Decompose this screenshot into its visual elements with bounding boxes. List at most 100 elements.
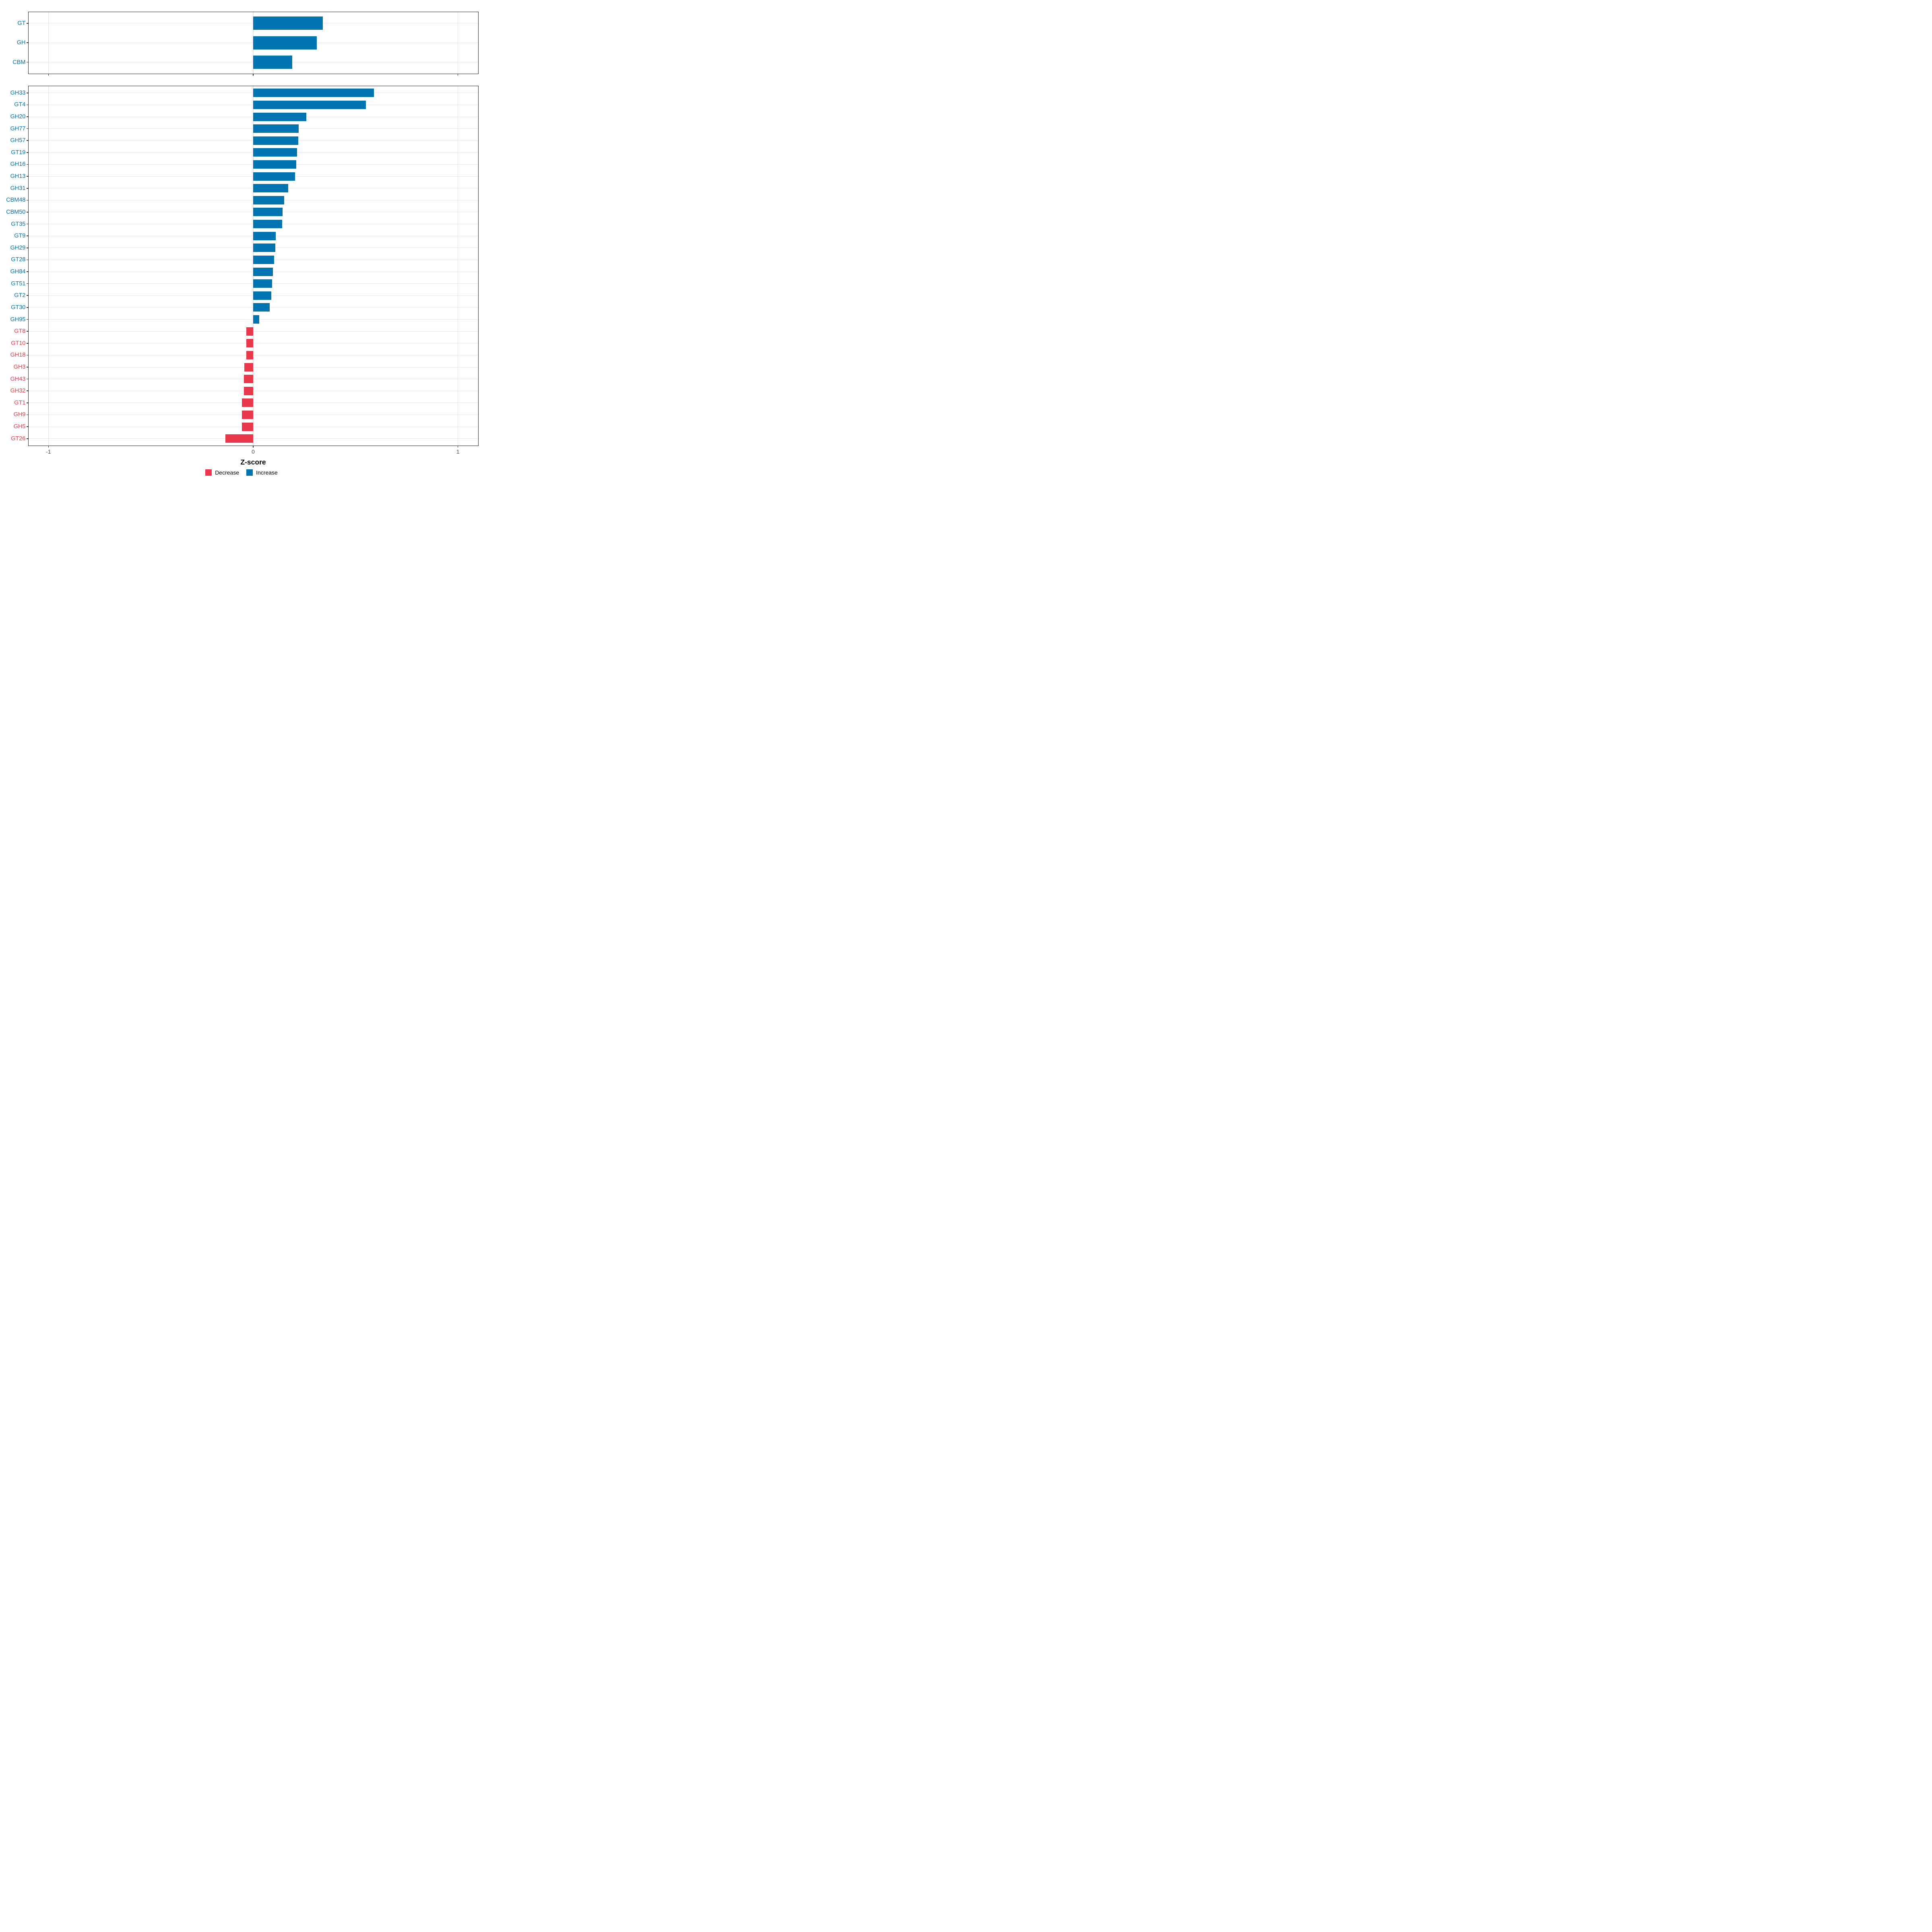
category-label-GH9: GH9 (13, 411, 26, 418)
category-label-CBM: CBM (12, 59, 26, 66)
bar-CBM50 (253, 208, 283, 217)
legend-label: Decrease (215, 469, 239, 476)
bar-GT30 (253, 303, 270, 312)
category-gridline (28, 331, 479, 332)
bar-GH29 (253, 244, 276, 252)
decrease-swatch-icon (205, 469, 212, 476)
category-label-GH31: GH31 (10, 185, 26, 192)
bar-GH77 (253, 124, 299, 133)
category-label-CBM50: CBM50 (6, 208, 26, 215)
x-axis-title: Z-score (240, 458, 266, 466)
category-label-GH33: GH33 (10, 89, 26, 96)
y-axis-tick (26, 42, 28, 43)
category-label-GH32: GH32 (10, 388, 26, 394)
bar-GH5 (242, 422, 253, 431)
y-axis-tick (26, 355, 28, 356)
bar-GH13 (253, 172, 295, 181)
category-label-GH84: GH84 (10, 268, 26, 275)
category-label-GH18: GH18 (10, 352, 26, 359)
bar-GH43 (244, 375, 253, 384)
bar-GH31 (253, 184, 288, 193)
category-label-GH43: GH43 (10, 376, 26, 382)
bar-GT4 (253, 100, 366, 109)
legend: Decrease Increase (0, 468, 483, 477)
bar-GT26 (225, 434, 253, 443)
category-label-GT4: GT4 (14, 101, 26, 108)
bar-GH9 (242, 410, 253, 419)
category-label-GT30: GT30 (11, 304, 26, 311)
bar-GH20 (253, 112, 307, 121)
category-label-GT9: GT9 (14, 232, 26, 239)
category-label-GT8: GT8 (14, 328, 26, 334)
bar-GH (253, 36, 317, 50)
category-label-GT26: GT26 (11, 435, 26, 442)
y-axis-tick (26, 212, 28, 213)
category-label-GH3: GH3 (13, 363, 26, 370)
category-gridline (28, 438, 479, 439)
category-label-GH77: GH77 (10, 125, 26, 132)
y-axis-tick (26, 176, 28, 177)
bar-GH18 (246, 351, 253, 359)
bar-GT9 (253, 231, 276, 240)
bar-GT8 (246, 327, 253, 336)
y-axis-tick (26, 235, 28, 236)
category-label-GH20: GH20 (10, 113, 26, 120)
x-axis-tick (253, 446, 254, 448)
category-label-GH5: GH5 (13, 423, 26, 430)
y-axis-tick (26, 152, 28, 153)
category-label-GH16: GH16 (10, 161, 26, 168)
y-axis-tick (26, 390, 28, 392)
x-axis-tick (48, 446, 49, 448)
y-axis-tick (26, 426, 28, 427)
category-label-GT: GT (17, 20, 26, 27)
bar-chart-figure: GT GH CBM GH33 GT4 GH20 GH77 GH57 GT19 GH16 GH13 GH… (0, 0, 483, 483)
category-label-GH: GH (17, 39, 26, 46)
bar-GT19 (253, 148, 297, 157)
y-axis-tick (26, 438, 28, 439)
category-label-GT1: GT1 (14, 399, 26, 406)
y-axis-tick (26, 331, 28, 332)
bar-GH32 (244, 386, 253, 395)
y-axis-tick (26, 283, 28, 284)
bar-GH84 (253, 267, 273, 276)
bar-GT28 (253, 255, 275, 264)
category-gridline (28, 402, 479, 403)
category-label-GH13: GH13 (10, 173, 26, 180)
x-axis-tick (253, 74, 254, 76)
category-label-GT2: GT2 (14, 292, 26, 299)
y-axis-tick (26, 200, 28, 201)
x-axis-tick (48, 74, 49, 76)
category-label-GT10: GT10 (11, 340, 26, 347)
y-axis-tick (26, 188, 28, 189)
legend-label: Increase (256, 469, 278, 476)
y-axis-tick (26, 116, 28, 117)
x-gridline (48, 86, 49, 446)
y-axis-tick (26, 164, 28, 165)
category-label-GH29: GH29 (10, 244, 26, 251)
y-axis-tick (26, 319, 28, 320)
category-label-GH57: GH57 (10, 137, 26, 144)
y-axis-tick (26, 343, 28, 344)
x-tick-label: -1 (46, 448, 51, 455)
bar-GH16 (253, 160, 296, 169)
category-label-GT19: GT19 (11, 149, 26, 156)
bar-GT1 (242, 398, 253, 407)
legend-item-increase: Increase (246, 469, 278, 476)
bar-GT10 (246, 339, 253, 348)
legend-item-decrease: Decrease (205, 469, 239, 476)
x-tick-label: 1 (456, 448, 460, 455)
category-label-GT35: GT35 (11, 221, 26, 227)
y-axis-tick (26, 295, 28, 296)
y-axis-tick (26, 23, 28, 24)
category-label-GH95: GH95 (10, 316, 26, 323)
category-label-CBM48: CBM48 (6, 197, 26, 204)
bar-GH3 (244, 363, 253, 372)
bar-GT51 (253, 279, 272, 288)
bar-GT2 (253, 291, 272, 300)
y-axis-tick (26, 378, 28, 380)
x-tick-label: 0 (252, 448, 255, 455)
increase-swatch-icon (246, 469, 253, 476)
y-axis-tick (26, 307, 28, 308)
y-axis-tick (26, 223, 28, 225)
bar-GH33 (253, 89, 374, 97)
